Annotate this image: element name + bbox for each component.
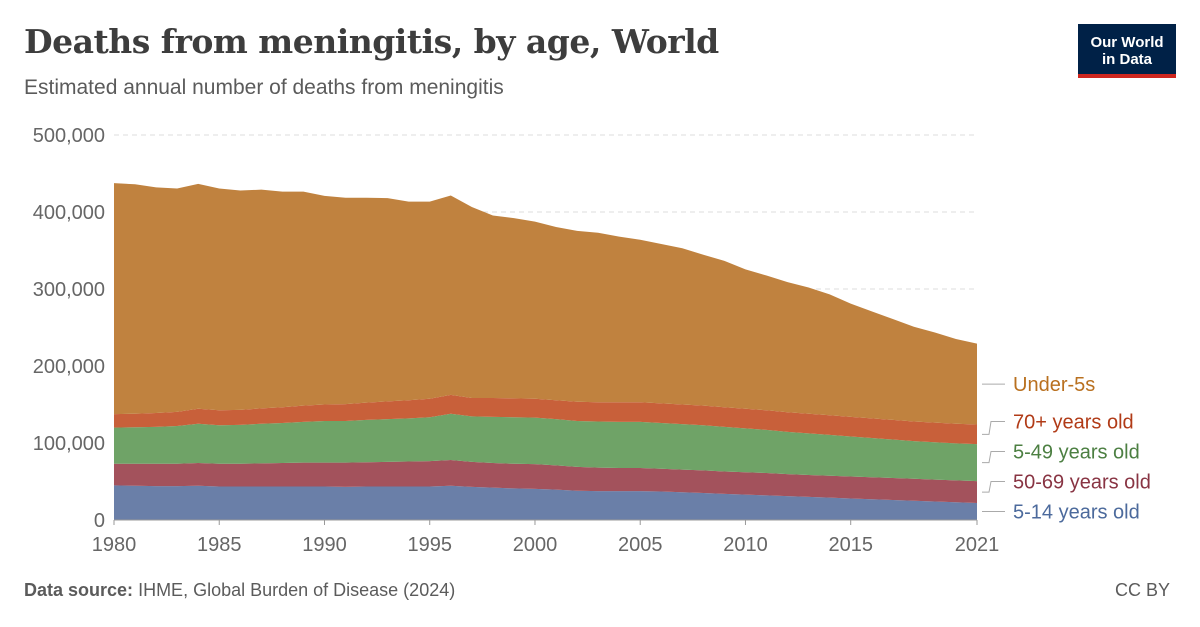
area-chart: 0 100,000 200,000 300,000 400,000 500,000 1980…: [33, 125, 1151, 556]
area-under-5s[interactable]: [114, 183, 977, 425]
area-5-14-years-old[interactable]: [114, 485, 977, 520]
legend: 5-14 years old 50-69 years old 5-49 years …: [982, 374, 1151, 524]
chart-subtitle: Estimated annual number of deaths from m…: [24, 76, 504, 99]
x-tick-label: 2000: [513, 534, 558, 556]
legend-label-5-49-years-old[interactable]: 5-49 years old: [1013, 442, 1140, 464]
owid-logo[interactable]: Our World in Data: [1078, 24, 1176, 78]
logo-line-1: Our World: [1090, 34, 1164, 51]
area-series: [114, 183, 977, 520]
x-tick-label: 1995: [407, 534, 452, 556]
y-tick-label: 300,000: [33, 279, 105, 301]
y-tick-label: 100,000: [33, 433, 105, 455]
legend-label-70-years-old[interactable]: 70+ years old: [1013, 412, 1134, 434]
y-tick-label: 400,000: [33, 202, 105, 224]
legend-connector: [982, 451, 1005, 464]
x-tick-label: 2005: [618, 534, 663, 556]
y-tick-label: 0: [94, 510, 105, 532]
legend-label-50-69-years-old[interactable]: 50-69 years old: [1013, 472, 1151, 494]
legend-label-5-14-years-old[interactable]: 5-14 years old: [1013, 502, 1140, 524]
x-tick-label: 1985: [197, 534, 242, 556]
x-tick-label: 2015: [828, 534, 873, 556]
axes: 0 100,000 200,000 300,000 400,000 500,000 1980…: [33, 125, 1000, 556]
source-label: Data source:: [24, 580, 134, 600]
x-tick-label: 2021: [955, 534, 1000, 556]
area-50-69-years-old[interactable]: [114, 459, 977, 504]
area-70-years-old[interactable]: [114, 394, 977, 445]
data-source: Data source: IHME, Global Burden of Dise…: [24, 580, 455, 601]
x-tick-label: 1980: [92, 534, 137, 556]
legend-connector: [982, 421, 1005, 435]
license-link[interactable]: CC BY: [1114, 580, 1170, 600]
x-tick-label: 2010: [723, 534, 768, 556]
x-tick-label: 1990: [302, 534, 347, 556]
source-text: IHME, Global Burden of Disease (2024): [138, 580, 456, 600]
y-tick-label: 500,000: [33, 125, 105, 147]
chart-title: Deaths from meningitis, by age, World: [24, 22, 719, 61]
area-5-49-years-old[interactable]: [114, 413, 977, 482]
legend-label-under-5s[interactable]: Under-5s: [1013, 374, 1095, 396]
y-tick-label: 200,000: [33, 356, 105, 378]
legend-connector: [982, 481, 1005, 493]
logo-line-2: in Data: [1101, 51, 1152, 68]
